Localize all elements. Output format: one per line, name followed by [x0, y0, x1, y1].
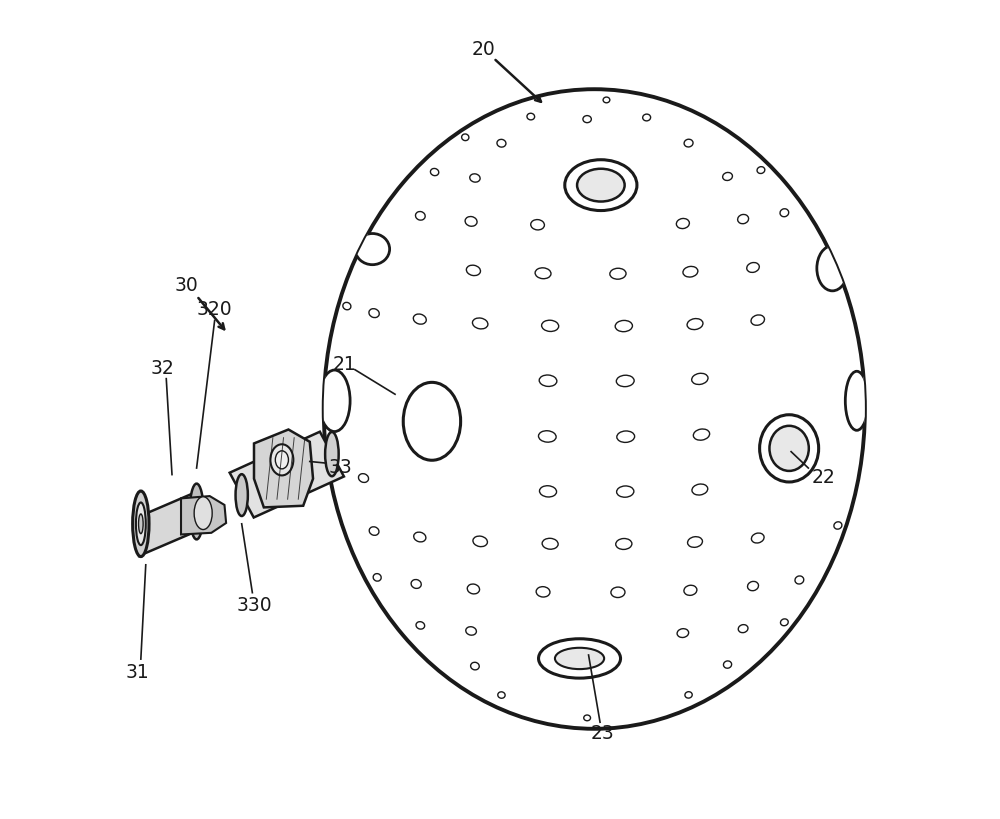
Polygon shape — [230, 432, 344, 518]
Ellipse shape — [325, 432, 339, 477]
Ellipse shape — [355, 234, 390, 265]
Text: 330: 330 — [236, 595, 272, 614]
Polygon shape — [139, 492, 197, 556]
Text: 320: 320 — [197, 300, 232, 319]
Ellipse shape — [136, 503, 146, 545]
Text: 21: 21 — [332, 355, 356, 374]
Polygon shape — [181, 496, 226, 535]
Polygon shape — [254, 430, 313, 508]
Text: 20: 20 — [472, 39, 495, 59]
Ellipse shape — [817, 247, 848, 292]
Ellipse shape — [555, 648, 604, 669]
Text: 30: 30 — [175, 275, 199, 295]
Ellipse shape — [236, 475, 248, 517]
Ellipse shape — [577, 170, 625, 202]
Text: 33: 33 — [328, 457, 352, 477]
Text: 22: 22 — [812, 467, 836, 486]
Text: 31: 31 — [126, 662, 149, 681]
Text: 32: 32 — [150, 359, 174, 378]
Ellipse shape — [565, 161, 637, 211]
Ellipse shape — [319, 370, 350, 432]
Ellipse shape — [539, 639, 621, 678]
Ellipse shape — [194, 497, 212, 530]
Ellipse shape — [403, 383, 461, 460]
Ellipse shape — [769, 426, 809, 471]
Ellipse shape — [275, 451, 288, 469]
Ellipse shape — [133, 491, 149, 557]
Ellipse shape — [139, 514, 143, 534]
Ellipse shape — [760, 415, 819, 482]
Ellipse shape — [270, 445, 293, 476]
Ellipse shape — [190, 484, 203, 540]
Text: 23: 23 — [591, 723, 614, 743]
Ellipse shape — [845, 372, 868, 431]
